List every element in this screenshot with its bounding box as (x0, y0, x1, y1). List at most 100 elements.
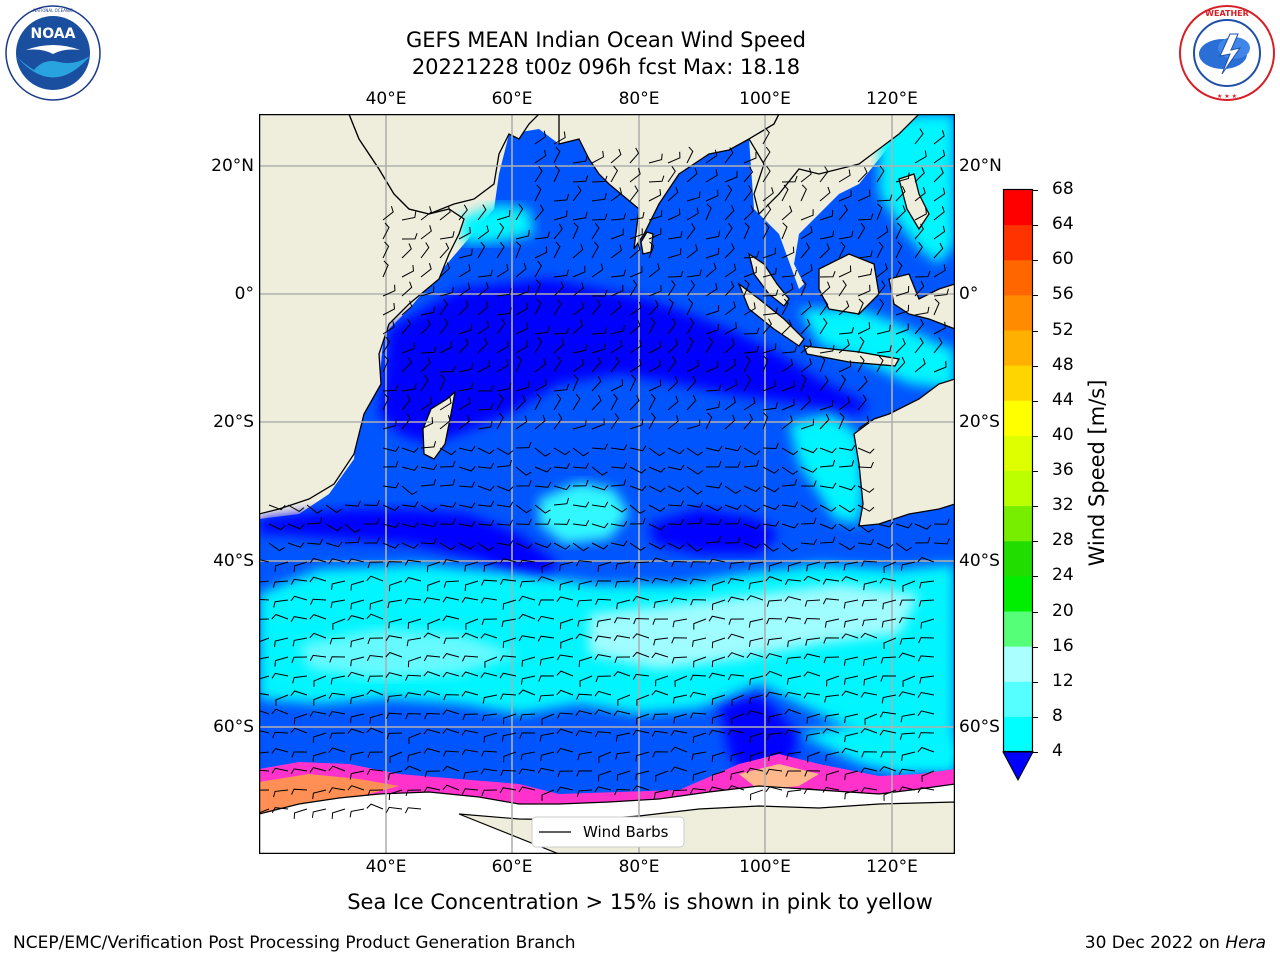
wind-barb (420, 286, 435, 297)
wind-barb (667, 230, 683, 240)
wind-barb (860, 691, 878, 698)
wind-barb (765, 653, 783, 659)
wind-barb (857, 268, 873, 278)
wind-barb (502, 599, 517, 610)
wind-barb (705, 401, 721, 411)
wind-barb (765, 691, 783, 698)
wind-barb (272, 580, 289, 588)
wind-barb (727, 633, 745, 640)
wind-barb (691, 751, 707, 761)
wind-barb (420, 242, 430, 259)
wind-barb (458, 204, 468, 221)
wind-barb (426, 561, 441, 573)
wind-barb (610, 165, 619, 183)
wind-barb (553, 298, 562, 316)
wind-barb (629, 279, 638, 297)
wind-barb (648, 210, 663, 221)
wind-barb (367, 675, 384, 683)
wind-barb (572, 520, 590, 527)
wind-barb (572, 344, 588, 354)
wind-barb (708, 729, 726, 736)
wind-barb (690, 599, 707, 606)
wind-barb (401, 413, 411, 430)
wind-barb (591, 299, 601, 316)
wind-barb (762, 485, 780, 493)
svg-text:★ ★ ★: ★ ★ ★ (1217, 93, 1237, 100)
wind-barb (458, 481, 476, 488)
wind-barb (534, 149, 547, 164)
wind-barb (803, 788, 821, 795)
wind-barb (329, 732, 346, 739)
wind-barb (461, 671, 479, 678)
wind-barb (762, 380, 776, 392)
wind-barb (572, 501, 590, 508)
wind-barb (325, 541, 343, 548)
wind-barb (597, 561, 612, 572)
wind-barb (538, 675, 555, 682)
wind-barb (762, 520, 780, 527)
wind-barb (804, 617, 821, 625)
wind-barb (556, 670, 574, 677)
nws-logo: WEATHER ★ ★ ★ (1178, 4, 1276, 102)
wind-barb (401, 233, 418, 240)
wind-barb (576, 599, 593, 607)
wind-barb (727, 578, 745, 584)
wind-barb (408, 732, 422, 744)
wind-barb (825, 770, 840, 781)
wind-barb (724, 204, 735, 221)
wind-barb (442, 559, 460, 565)
wind-barb (781, 478, 798, 487)
wind-barb (534, 246, 548, 259)
wind-barb (705, 460, 722, 468)
footer-date: 30 Dec 2022 on Hera (1085, 933, 1266, 953)
wind-barb (311, 808, 327, 818)
wind-barb (648, 379, 662, 392)
wind-barb (690, 674, 707, 681)
wind-barb (784, 729, 802, 736)
wind-barb (366, 654, 384, 662)
wind-barb (803, 671, 821, 677)
wind-barb (838, 523, 856, 532)
wind-barb (439, 518, 456, 525)
wind-barb (917, 746, 935, 753)
wind-barb (534, 358, 546, 373)
wind-barb (499, 672, 517, 679)
wind-barb (382, 206, 394, 221)
wind-barb (382, 355, 389, 373)
wind-barb (553, 462, 571, 469)
wind-barb (823, 656, 840, 664)
wind-barb (458, 264, 471, 278)
wind-barb (259, 769, 270, 772)
wind-barb (614, 656, 631, 663)
wind-barb (781, 501, 799, 508)
wind-barb (743, 542, 761, 549)
wind-barb (477, 241, 486, 259)
wind-barb (259, 729, 270, 734)
wind-barb (879, 766, 897, 772)
wind-barb (496, 540, 514, 546)
wind-barb (786, 789, 802, 798)
wind-barb (313, 694, 327, 706)
wind-barb (496, 412, 504, 430)
wind-barb (369, 713, 384, 724)
wind-barb (439, 479, 456, 487)
colorbar-segment (1004, 681, 1032, 718)
wind-barb (743, 504, 761, 513)
wind-barb (534, 298, 542, 316)
wind-barb (559, 618, 574, 630)
wind-barb (423, 786, 441, 793)
wind-barb (401, 357, 412, 373)
wind-barb (290, 578, 308, 585)
colorbar-tick-mark (1032, 506, 1038, 508)
wind-barb (328, 787, 346, 794)
wind-barb (464, 580, 479, 591)
colorbar-segment (1004, 716, 1032, 753)
wind-barb (918, 732, 935, 739)
wind-barb (765, 786, 783, 793)
wind-barb (515, 340, 528, 354)
sumatra (737, 282, 805, 347)
footer-date-text: 30 Dec 2022 on (1084, 933, 1226, 953)
wind-barb (420, 206, 432, 221)
wind-barb (800, 504, 818, 513)
colorbar-tick-mark (1032, 400, 1038, 402)
